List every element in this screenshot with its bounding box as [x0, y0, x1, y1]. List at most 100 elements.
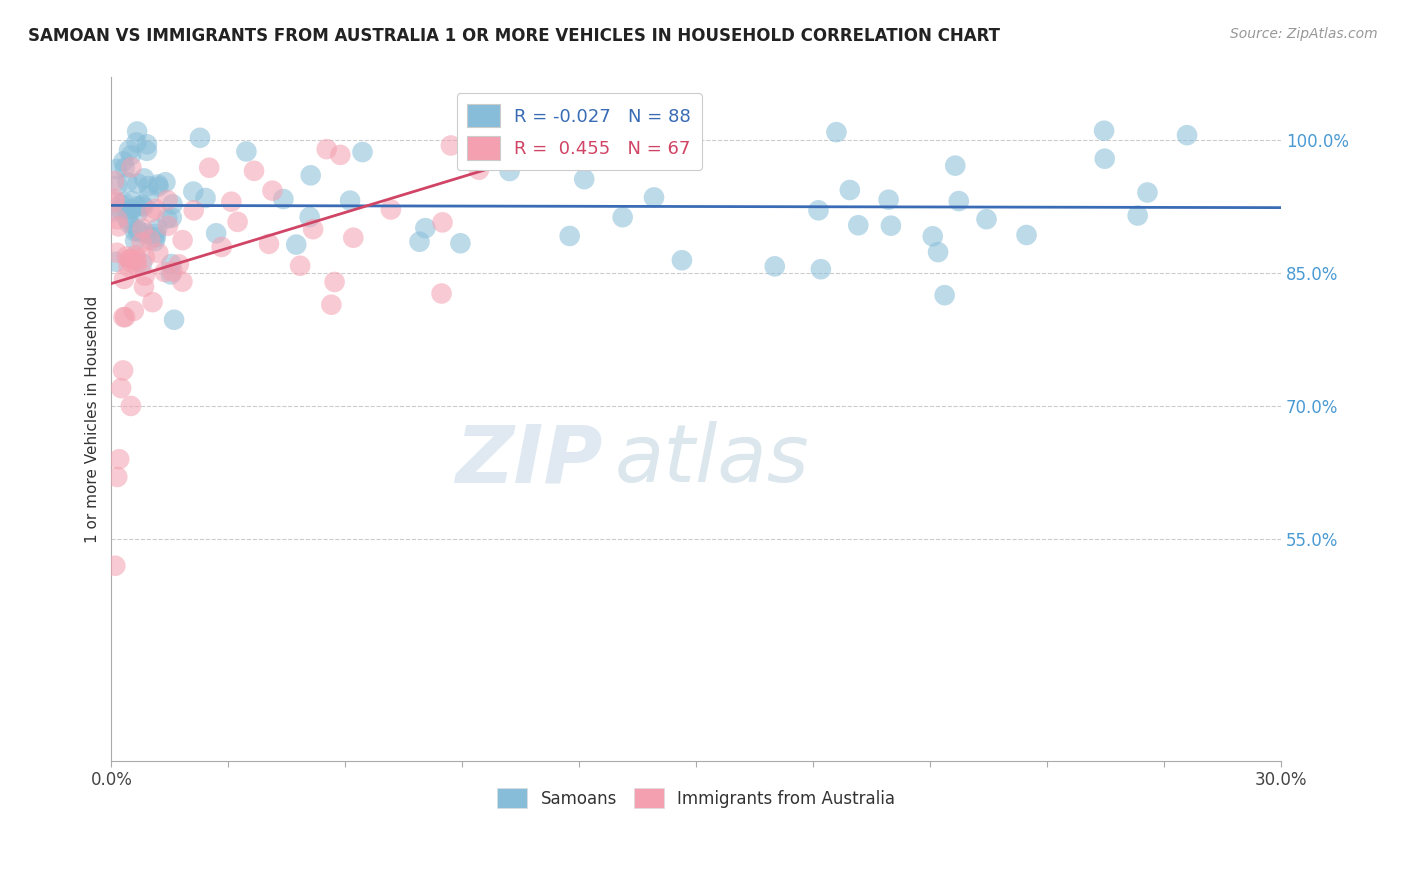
Point — [138, 188, 160, 202]
Point — [143, 234, 166, 248]
Point — [125, 253, 148, 268]
Point — [118, 216, 141, 230]
Point — [226, 215, 249, 229]
Point — [163, 312, 186, 326]
Point — [183, 203, 205, 218]
Point — [110, 381, 132, 395]
Point — [167, 257, 190, 271]
Point — [112, 310, 135, 325]
Point — [763, 260, 786, 274]
Point — [107, 219, 129, 234]
Point — [121, 194, 143, 209]
Point — [352, 145, 374, 159]
Point — [134, 250, 156, 264]
Point — [124, 234, 146, 248]
Point — [235, 145, 257, 159]
Point — [118, 144, 141, 158]
Point — [112, 195, 135, 210]
Point — [329, 148, 352, 162]
Point — [529, 140, 551, 154]
Text: Source: ZipAtlas.com: Source: ZipAtlas.com — [1230, 27, 1378, 41]
Point — [127, 177, 149, 191]
Point — [117, 260, 139, 274]
Point — [156, 193, 179, 207]
Point — [838, 183, 860, 197]
Point — [135, 144, 157, 158]
Point — [114, 161, 136, 175]
Point — [162, 265, 184, 279]
Point — [136, 179, 159, 194]
Point — [671, 253, 693, 268]
Point — [122, 304, 145, 318]
Point — [298, 210, 321, 224]
Point — [112, 154, 135, 169]
Point — [440, 138, 463, 153]
Point — [105, 470, 128, 484]
Point — [156, 219, 179, 233]
Point — [127, 199, 149, 213]
Point — [105, 161, 128, 176]
Point — [112, 272, 135, 286]
Point — [125, 258, 148, 272]
Point — [107, 178, 129, 193]
Point — [125, 136, 148, 150]
Point — [288, 259, 311, 273]
Point — [1015, 227, 1038, 242]
Point — [302, 222, 325, 236]
Point — [468, 162, 491, 177]
Point — [943, 159, 966, 173]
Point — [153, 265, 176, 279]
Point — [880, 219, 903, 233]
Point — [120, 202, 142, 217]
Point — [162, 197, 184, 211]
Point — [527, 132, 550, 146]
Point — [145, 230, 167, 244]
Point — [124, 224, 146, 238]
Point — [124, 248, 146, 262]
Point — [339, 194, 361, 208]
Point — [846, 219, 869, 233]
Point — [257, 236, 280, 251]
Point — [115, 211, 138, 226]
Point — [807, 203, 830, 218]
Point — [120, 399, 142, 413]
Point — [103, 204, 125, 219]
Point — [103, 192, 125, 206]
Point — [221, 194, 243, 209]
Point — [1175, 128, 1198, 143]
Point — [112, 363, 135, 377]
Point — [948, 194, 970, 208]
Point — [143, 202, 166, 216]
Point — [132, 279, 155, 293]
Point — [127, 206, 149, 220]
Point — [139, 205, 162, 219]
Point — [1126, 209, 1149, 223]
Point — [132, 199, 155, 213]
Point — [120, 255, 142, 269]
Point — [1136, 186, 1159, 200]
Point — [643, 190, 665, 204]
Point — [107, 212, 129, 227]
Text: atlas: atlas — [614, 421, 808, 500]
Point — [408, 235, 430, 249]
Point — [135, 226, 157, 240]
Point — [104, 558, 127, 573]
Point — [181, 185, 204, 199]
Point — [127, 124, 149, 138]
Point — [132, 171, 155, 186]
Y-axis label: 1 or more Vehicles in Household: 1 or more Vehicles in Household — [86, 295, 100, 543]
Point — [323, 275, 346, 289]
Point — [342, 230, 364, 244]
Point — [139, 233, 162, 247]
Point — [243, 164, 266, 178]
Point — [118, 205, 141, 219]
Point — [145, 227, 167, 241]
Point — [430, 286, 453, 301]
Point — [117, 175, 139, 189]
Point — [114, 310, 136, 325]
Point — [127, 223, 149, 237]
Point — [934, 288, 956, 302]
Point — [315, 142, 337, 156]
Point — [141, 295, 163, 310]
Point — [160, 268, 183, 282]
